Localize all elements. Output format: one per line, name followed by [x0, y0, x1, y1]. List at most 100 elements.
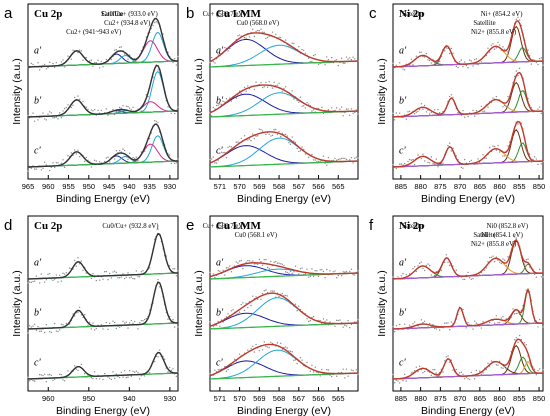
raw-data-point — [63, 66, 66, 68]
x-tick-label: 935 — [143, 182, 156, 191]
raw-data-point — [480, 327, 483, 329]
raw-data-point — [447, 145, 449, 147]
raw-data-point — [43, 118, 46, 120]
raw-data-point — [238, 260, 241, 262]
raw-data-point — [122, 105, 124, 107]
raw-data-point — [243, 135, 246, 137]
raw-data-point — [507, 95, 509, 98]
raw-data-point — [38, 69, 41, 71]
raw-data-point — [398, 163, 401, 165]
raw-data-point — [172, 61, 174, 64]
x-tick-label: 571 — [214, 394, 227, 403]
x-tick-label: 860 — [493, 182, 506, 191]
raw-data-point — [347, 108, 349, 110]
raw-data-point — [342, 368, 344, 370]
raw-data-point — [143, 150, 146, 152]
raw-data-point — [488, 256, 491, 259]
raw-data-point — [457, 112, 459, 114]
raw-data-point — [447, 322, 449, 324]
raw-data-point — [347, 319, 349, 322]
x-tick-label: 945 — [103, 182, 116, 191]
raw-data-point — [172, 368, 174, 370]
raw-data-point — [309, 320, 312, 322]
raw-data-point — [32, 63, 34, 66]
raw-data-point — [153, 360, 156, 363]
raw-data-point — [316, 371, 318, 374]
raw-data-point — [438, 60, 441, 63]
series-label: c' — [399, 146, 406, 157]
raw-data-point — [517, 312, 519, 314]
raw-data-point — [209, 321, 211, 323]
raw-data-point — [537, 369, 539, 372]
plot-frame — [209, 3, 359, 180]
raw-data-point — [37, 62, 39, 64]
raw-data-point — [402, 164, 404, 166]
raw-data-point — [32, 325, 34, 327]
raw-data-point — [428, 322, 431, 325]
raw-data-point — [437, 166, 439, 168]
raw-data-point — [48, 111, 51, 113]
panel-letter: d — [4, 217, 12, 234]
panel-letter: e — [186, 217, 194, 234]
raw-data-point — [312, 109, 315, 111]
y-axis-label: Intensity (a.u.) — [193, 270, 205, 337]
raw-data-point — [281, 132, 284, 135]
raw-data-point — [130, 276, 133, 278]
raw-data-point — [475, 58, 478, 60]
raw-data-point — [312, 275, 315, 278]
raw-data-point — [311, 268, 313, 270]
raw-data-point — [467, 115, 469, 118]
raw-data-point — [448, 328, 451, 331]
raw-data-point — [468, 59, 471, 61]
raw-data-point — [153, 119, 156, 122]
raw-data-point — [465, 327, 468, 329]
raw-data-point — [304, 52, 307, 55]
raw-data-point — [326, 319, 328, 321]
raw-data-point — [505, 368, 508, 370]
raw-data-point — [265, 259, 267, 261]
raw-data-point — [475, 369, 478, 372]
raw-data-point — [510, 316, 513, 318]
raw-data-point — [294, 141, 297, 144]
raw-data-point — [229, 265, 231, 267]
raw-data-point — [115, 111, 118, 113]
raw-data-point — [492, 43, 494, 45]
raw-data-point — [60, 117, 63, 119]
raw-data-point — [100, 109, 103, 112]
raw-data-point — [448, 95, 451, 98]
raw-data-point — [289, 270, 292, 273]
raw-data-point — [306, 101, 308, 104]
raw-data-point — [415, 270, 418, 273]
raw-data-point — [40, 374, 43, 376]
raw-data-point — [505, 105, 508, 108]
raw-data-point — [294, 265, 297, 267]
raw-data-point — [540, 57, 543, 59]
raw-data-point — [35, 329, 38, 331]
raw-data-point — [395, 112, 398, 114]
raw-data-point — [423, 269, 426, 272]
raw-data-point — [275, 33, 277, 36]
envelope-curve — [209, 343, 359, 377]
raw-data-point — [252, 260, 254, 262]
raw-data-point — [430, 62, 433, 64]
raw-data-point — [393, 330, 396, 333]
raw-data-point — [513, 236, 516, 238]
x-tick-label: 885 — [395, 394, 408, 403]
raw-data-point — [77, 311, 79, 314]
raw-data-point — [299, 150, 302, 152]
raw-data-point — [224, 365, 226, 368]
peak-annotation: Satellite — [402, 11, 424, 18]
raw-data-point — [40, 273, 43, 275]
x-tick-label: 570 — [233, 394, 246, 403]
raw-data-point — [252, 295, 254, 297]
raw-data-point — [122, 320, 124, 323]
raw-data-point — [344, 377, 346, 379]
raw-data-point — [490, 44, 493, 46]
raw-data-point — [224, 46, 226, 49]
raw-data-point — [324, 64, 326, 66]
raw-data-point — [33, 168, 36, 170]
raw-data-point — [468, 277, 471, 279]
raw-data-point — [143, 318, 146, 321]
